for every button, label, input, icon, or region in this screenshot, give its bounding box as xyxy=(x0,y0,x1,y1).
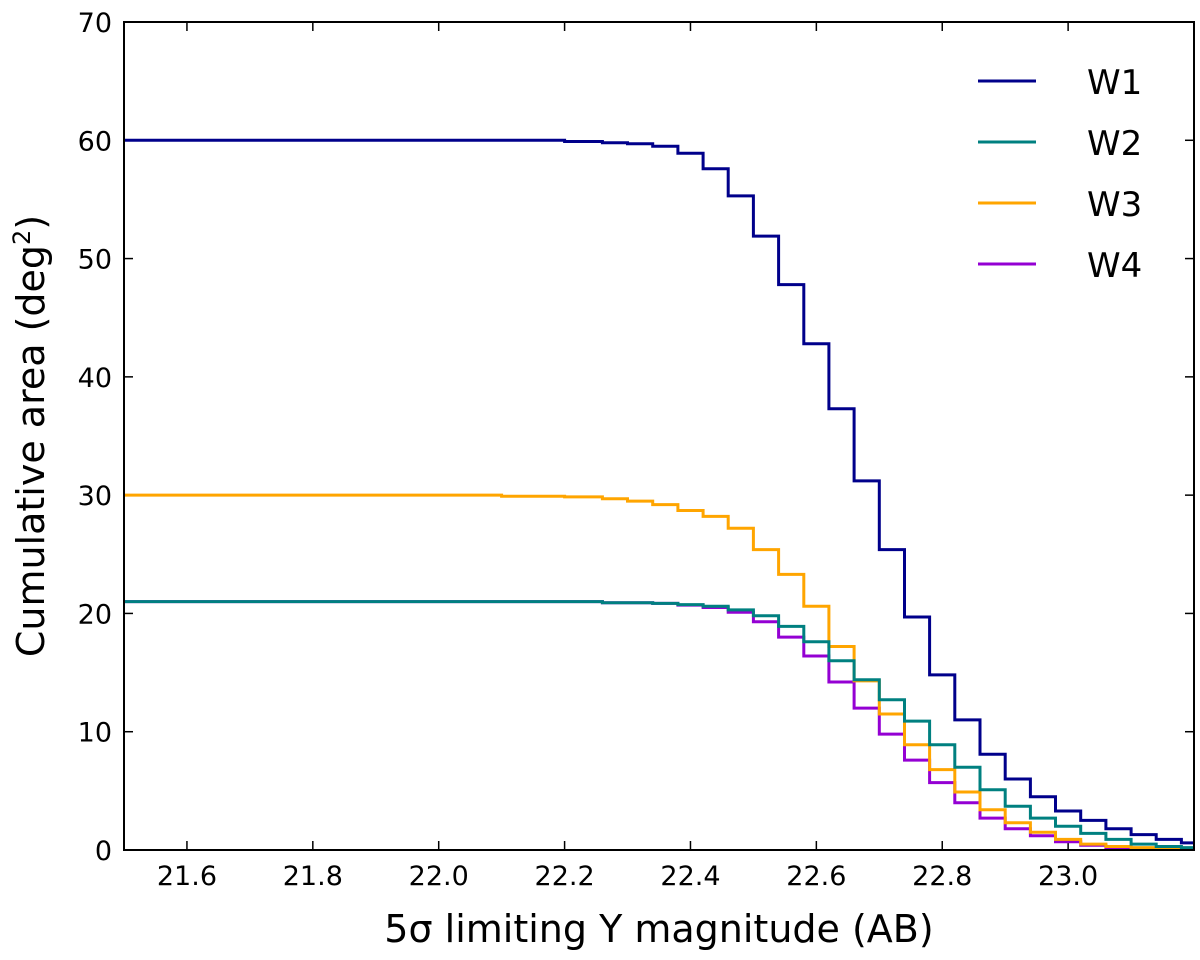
legend-label-w1: W1 xyxy=(1087,63,1142,103)
x-tick-label: 23.0 xyxy=(1038,861,1098,892)
y-tick-label: 70 xyxy=(78,8,112,39)
y-axis-title: Cumulative area (deg2) xyxy=(8,215,53,657)
x-tick-label: 22.8 xyxy=(912,861,972,892)
series-line-w4 xyxy=(124,600,1194,850)
plot-frame xyxy=(123,21,1195,851)
ticks-layer: 21.6 21.8 22.0 22.2 22.4 22.6 22.8 23.0 0 10 20 30 4… xyxy=(78,8,1194,892)
y-tick-label: 50 xyxy=(78,245,112,276)
y-tick-label: 40 xyxy=(78,363,112,394)
series-layer xyxy=(124,138,1194,850)
legend-label-w3: W3 xyxy=(1087,185,1142,225)
y-axis-title-superscript: 2 xyxy=(8,230,36,245)
y-tick-label: 30 xyxy=(78,481,112,512)
x-tick-label: 21.6 xyxy=(157,861,217,892)
x-tick-label: 22.0 xyxy=(409,861,469,892)
x-tick-label: 21.8 xyxy=(283,861,343,892)
series-line-w1 xyxy=(124,138,1194,845)
series-line-w2 xyxy=(124,600,1194,850)
y-tick-label: 0 xyxy=(95,836,112,867)
legend-label-w4: W4 xyxy=(1087,246,1142,286)
x-tick-label: 22.2 xyxy=(535,861,595,892)
legend-label-w2: W2 xyxy=(1087,124,1142,164)
y-tick-label: 60 xyxy=(78,126,112,157)
legend: W1 W2 W3 W4 xyxy=(978,63,1142,286)
x-tick-label: 22.6 xyxy=(786,861,846,892)
y-tick-label: 20 xyxy=(78,599,112,630)
y-tick-label: 10 xyxy=(78,718,112,749)
x-tick-label: 22.4 xyxy=(660,861,720,892)
x-axis-title: 5σ limiting Y magnitude (AB) xyxy=(384,907,933,951)
y-axis-title-suffix: ) xyxy=(9,215,53,230)
y-axis-title-main: Cumulative area (deg xyxy=(9,245,53,657)
